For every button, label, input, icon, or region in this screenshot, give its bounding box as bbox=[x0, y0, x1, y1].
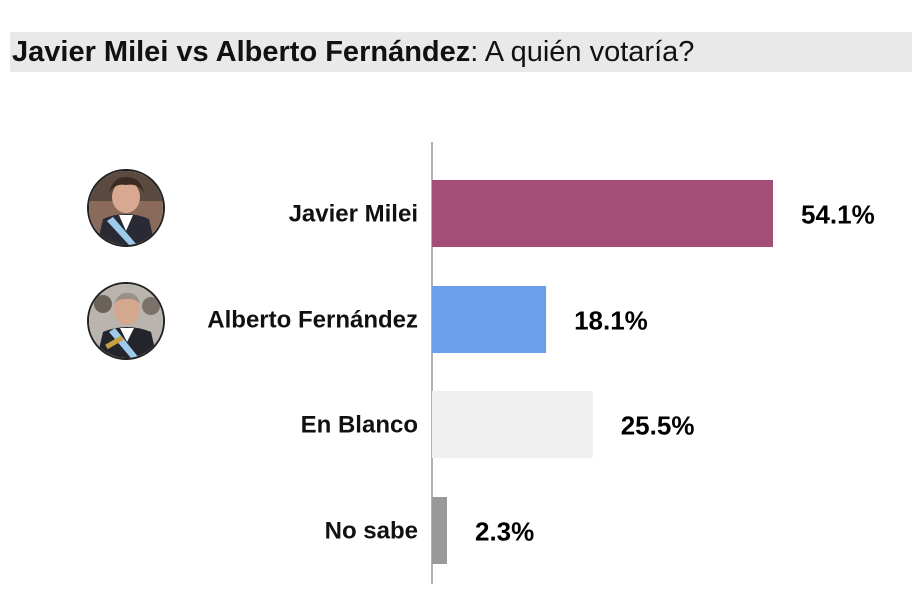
chart-title-bold: Javier Milei vs Alberto Fernández bbox=[12, 35, 471, 68]
category-label-no-sabe: No sabe bbox=[325, 518, 418, 545]
bar-en-blanco bbox=[432, 391, 593, 458]
chart-title-rest: : A quién votaría? bbox=[470, 35, 695, 68]
bar-no-sabe bbox=[432, 497, 447, 564]
alberto-fernandez-avatar bbox=[87, 282, 165, 360]
category-label-javier-milei: Javier Milei bbox=[289, 201, 418, 228]
chart-title: Javier Milei vs Alberto Fernández: A qui… bbox=[10, 32, 912, 72]
value-label-alberto-fernandez: 18.1% bbox=[574, 306, 648, 336]
value-label-no-sabe: 2.3% bbox=[475, 517, 534, 547]
category-label-alberto-fernandez: Alberto Fernández bbox=[207, 307, 418, 334]
javier-milei-avatar bbox=[87, 169, 165, 247]
bar-alberto-fernandez bbox=[432, 286, 547, 353]
bar-javier-milei bbox=[432, 180, 773, 247]
bars-group: Javier Milei 54.1% Alberto Fernández 18.1% E… bbox=[207, 180, 875, 564]
category-label-en-blanco: En Blanco bbox=[301, 412, 418, 439]
value-label-javier-milei: 54.1% bbox=[801, 200, 875, 230]
value-label-en-blanco: 25.5% bbox=[621, 411, 695, 441]
